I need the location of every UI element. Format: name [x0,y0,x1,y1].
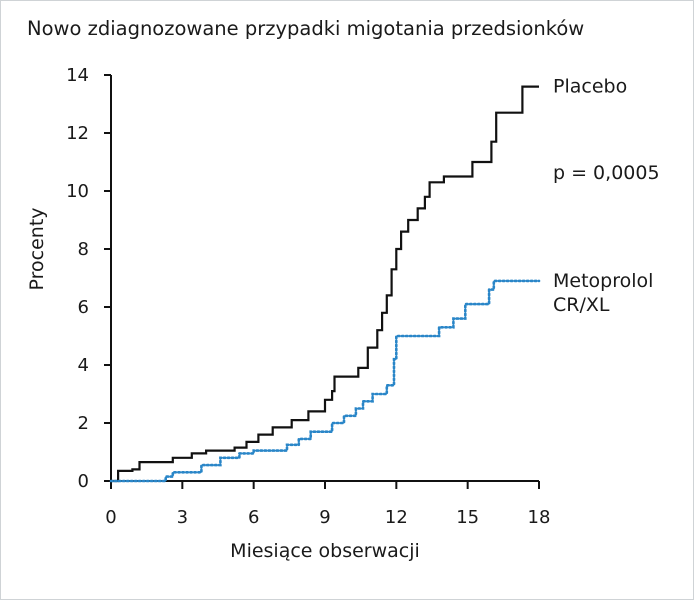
x-tick-label: 6 [248,507,259,528]
x-tick-label: 12 [385,507,408,528]
x-axis-label: Miesiące obserwacji [230,540,420,562]
x-tick-label: 0 [105,507,116,528]
chart-title: Nowo zdiagnozowane przypadki migotania p… [27,17,584,40]
y-tick-label: 12 [66,123,89,144]
x-tick-label: 18 [528,507,551,528]
p-value-annotation: p = 0,0005 [553,162,660,184]
y-tick-label: 0 [78,471,89,492]
y-tick-label: 8 [78,239,89,260]
axes: 0 2 4 6 8 10 12 14 0 3 6 9 12 15 18 [66,65,550,528]
x-tick-label: 15 [456,507,479,528]
series-label-metoprolol: Metoprolol [553,270,653,292]
series-line-metoprolol [109,279,541,483]
y-tick-label: 14 [66,65,89,86]
y-tick-label: 4 [78,355,89,376]
y-tick-label: 10 [66,181,89,202]
y-axis-label: Procenty [26,207,48,290]
series-lines [109,85,541,483]
y-tick-label: 2 [78,413,89,434]
series-label-metoprolol: CR/XL [553,294,610,316]
y-tick-label: 6 [78,297,89,318]
x-tick-label: 9 [319,507,330,528]
series-line-placebo [111,85,539,483]
series-label-placebo: Placebo [553,76,627,98]
x-tick-label: 3 [177,507,188,528]
